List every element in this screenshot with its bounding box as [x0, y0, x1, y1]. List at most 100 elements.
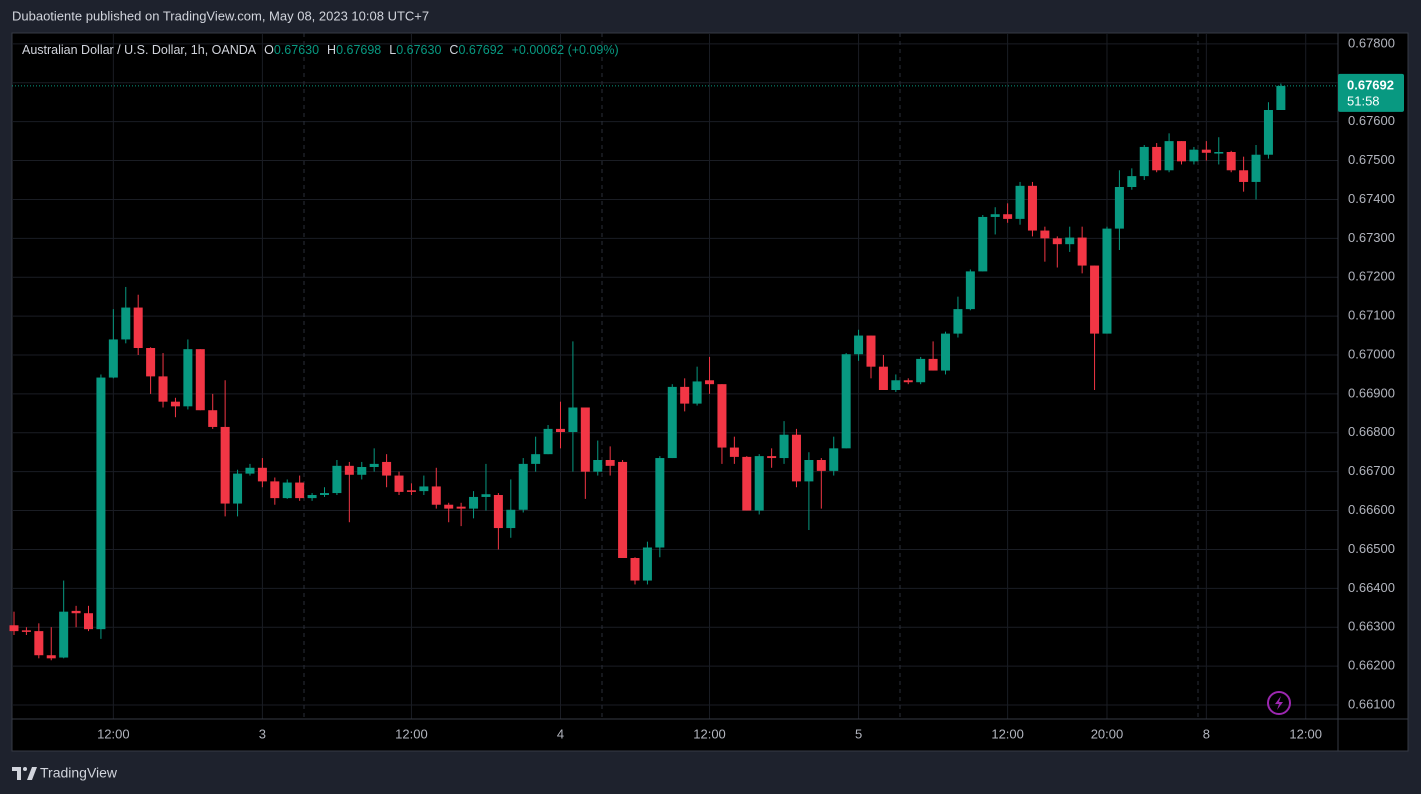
- legend-value: 0.67698: [336, 43, 381, 57]
- candle-body: [170, 401, 180, 407]
- candle-body: [431, 486, 441, 505]
- candle-body: [531, 454, 541, 464]
- x-tick-label: 12:00: [693, 726, 726, 741]
- candle-body: [804, 460, 814, 482]
- candle-body: [903, 380, 913, 383]
- candle-body: [791, 434, 801, 482]
- logo-part: [27, 767, 37, 780]
- y-tick-label: 0.66600: [1348, 502, 1395, 517]
- candles: [9, 83, 1338, 661]
- candle-body: [1114, 187, 1124, 229]
- candle-body: [108, 339, 118, 378]
- candle-body: [71, 610, 81, 614]
- y-tick-label: 0.67600: [1348, 113, 1395, 128]
- x-tick-label: 3: [259, 726, 266, 741]
- candle-body: [642, 547, 652, 581]
- candle-body: [1263, 110, 1273, 155]
- candle-body: [779, 434, 789, 459]
- legend-value: 0.67630: [396, 43, 441, 57]
- candle-body: [1077, 237, 1087, 266]
- x-tick-label: 12:00: [97, 726, 130, 741]
- candle-body: [878, 366, 888, 390]
- y-tick-label: 0.67500: [1348, 152, 1395, 167]
- candle-body: [195, 349, 205, 411]
- candle-body: [555, 428, 565, 432]
- x-tick-label: 12:00: [991, 726, 1024, 741]
- candle-body: [568, 407, 578, 432]
- candle-body: [518, 463, 528, 510]
- x-tick-label: 12:00: [1289, 726, 1322, 741]
- candle-body: [978, 216, 988, 272]
- candle-body: [717, 384, 727, 448]
- candle-body: [220, 426, 230, 504]
- candle-body: [121, 307, 131, 340]
- candle-body: [96, 377, 106, 630]
- candle-body: [257, 467, 267, 482]
- candle-body: [1127, 176, 1137, 187]
- candle-body: [1177, 141, 1187, 162]
- lightning-icon[interactable]: [1267, 691, 1291, 715]
- candle-body: [928, 358, 938, 371]
- x-tick-label: 20:00: [1091, 726, 1124, 741]
- logo-part: [23, 767, 27, 771]
- legend-symbol: Australian Dollar / U.S. Dollar, 1h, OAN…: [22, 43, 257, 57]
- candle-body: [233, 473, 243, 504]
- candle-body: [680, 386, 690, 404]
- candle-body: [854, 335, 864, 355]
- candle-body: [1027, 185, 1037, 231]
- candle-body: [990, 214, 1000, 217]
- candle-body: [692, 381, 702, 404]
- candle-body: [767, 456, 777, 459]
- candle-body: [916, 358, 926, 383]
- candle-body: [543, 428, 553, 455]
- icon-ring: [1267, 691, 1291, 715]
- session-breaks: [303, 33, 1199, 719]
- axis-labels: 0.66100 0.66200 0.66300 0.66400 0.66500 0.666…: [97, 35, 1404, 741]
- candle-body: [456, 506, 466, 509]
- candle-body: [953, 309, 963, 334]
- y-tick-label: 0.66500: [1348, 541, 1395, 556]
- candle-body: [705, 380, 715, 385]
- y-tick-label: 0.66100: [1348, 696, 1395, 711]
- candle-body: [816, 460, 826, 471]
- x-tick-label: 12:00: [395, 726, 428, 741]
- candle-body: [1040, 230, 1050, 239]
- x-tick-label: 4: [557, 726, 564, 741]
- y-tick-label: 0.67800: [1348, 35, 1395, 50]
- candle-body: [158, 376, 168, 402]
- publish-title: Dubaotiente published on TradingView.com…: [12, 8, 429, 23]
- candle-body: [21, 630, 31, 632]
- candle-body: [307, 495, 317, 499]
- candle-body: [146, 348, 156, 377]
- candle-body: [1139, 146, 1149, 177]
- y-tick-label: 0.67100: [1348, 308, 1395, 323]
- candle-body: [1276, 85, 1286, 110]
- candle-body: [133, 307, 143, 348]
- legend-key: L: [389, 43, 396, 57]
- candle-body: [34, 631, 44, 656]
- brand-name: TradingView: [40, 765, 118, 781]
- grid: [12, 33, 1338, 719]
- candle-body: [357, 467, 367, 475]
- candle-body: [1189, 149, 1199, 162]
- candle-body: [1164, 141, 1174, 171]
- candle-body: [829, 448, 839, 471]
- candle-body: [369, 463, 379, 467]
- candle-body: [965, 271, 975, 310]
- candle-body: [270, 481, 280, 499]
- candle-body: [593, 460, 603, 472]
- candle-body: [729, 447, 739, 457]
- candle-body: [580, 407, 590, 472]
- candle-body: [469, 496, 479, 509]
- last-price-label: 0.67692: [1347, 77, 1394, 92]
- candle-body: [1226, 152, 1236, 171]
- candle-body: [1102, 228, 1112, 334]
- legend: Australian Dollar / U.S. Dollar, 1h, OAN…: [22, 43, 619, 57]
- candle-body: [245, 467, 255, 474]
- candle-body: [419, 486, 429, 492]
- candle-body: [1152, 146, 1162, 171]
- legend-change: +0.00062 (+0.09%): [512, 43, 619, 57]
- y-tick-label: 0.66800: [1348, 424, 1395, 439]
- legend-value: 0.67630: [274, 43, 319, 57]
